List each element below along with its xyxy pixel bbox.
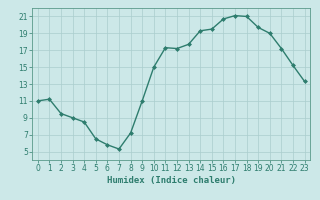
X-axis label: Humidex (Indice chaleur): Humidex (Indice chaleur) [107,176,236,185]
